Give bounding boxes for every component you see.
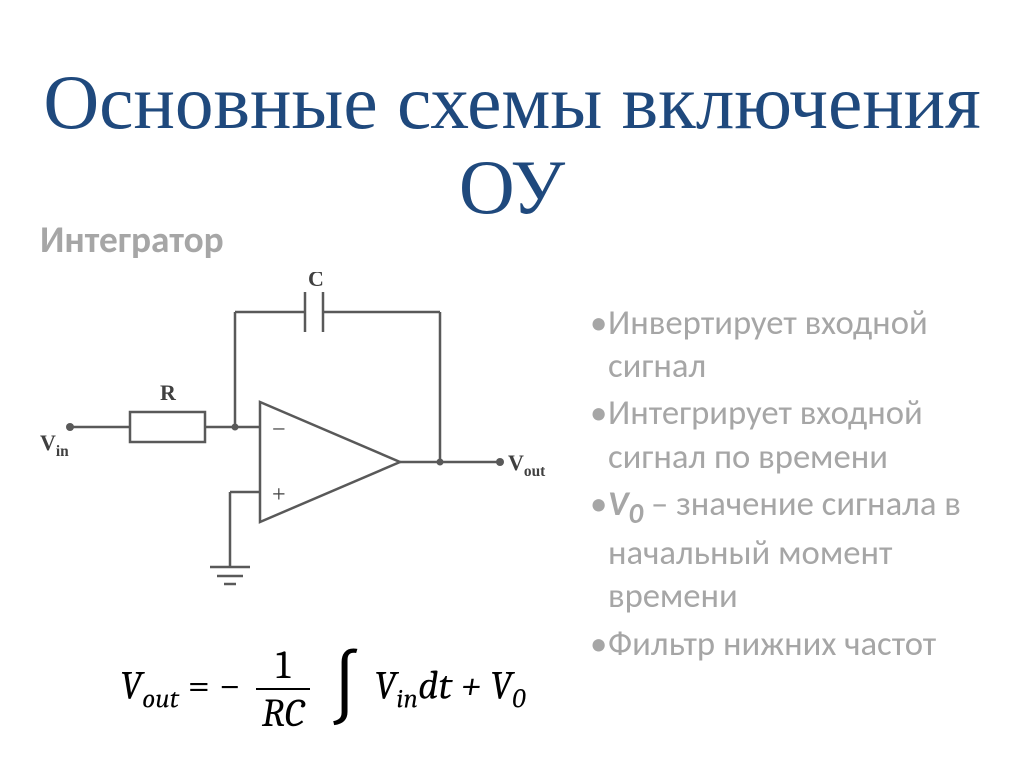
- integral-icon: ∫: [329, 658, 361, 719]
- vout-sub: out: [524, 463, 546, 480]
- plus-label: +: [272, 481, 286, 508]
- vin-label: Vin: [40, 430, 69, 460]
- formula-den: RC: [256, 690, 311, 736]
- vout-label: Vout: [508, 450, 546, 480]
- vout-V: V: [508, 450, 524, 475]
- node-fb-junction: [232, 423, 239, 430]
- page-title: Основные схемы включения ОУ: [0, 52, 1024, 230]
- capacitor-label: C: [308, 272, 324, 291]
- formula-V0-0: 0: [512, 683, 525, 714]
- minus-label: −: [272, 416, 286, 443]
- bullet-item-0: Инвертирует входной сигнал: [590, 302, 990, 389]
- resistor-label: R: [160, 380, 177, 405]
- integrator-circuit-svg: − + R C: [40, 272, 560, 612]
- formula-V1: V: [120, 662, 142, 708]
- bullet-text-1: Интегрирует входной сигнал по времени: [608, 392, 923, 477]
- bullet-prefix-V: V: [608, 483, 629, 525]
- circuit-diagram: − + R C: [40, 272, 560, 612]
- formula-num: 1: [256, 642, 311, 690]
- formula-dt: dt +: [418, 662, 490, 708]
- bullet-text-3: Фильтр нижних частот: [608, 623, 936, 665]
- bullet-prefix-sub: 0: [629, 496, 644, 531]
- right-column: Инвертирует входной сигнал Интегрирует в…: [590, 302, 990, 670]
- subtitle-text: Интегратор: [40, 217, 224, 263]
- node-out-junction: [437, 458, 444, 465]
- formula: Vout = − 1 RC ∫ Vindt + V0: [120, 642, 525, 736]
- bullet-prefix-2: V0: [608, 483, 643, 525]
- title-text: Основные схемы включения ОУ: [43, 59, 980, 230]
- subtitle: Интегратор: [40, 217, 224, 263]
- bullet-text-0: Инвертирует входной сигнал: [608, 302, 928, 387]
- resistor: [130, 412, 205, 442]
- bullet-item-2: V0 – значение сигнала в начальный момент…: [590, 483, 990, 619]
- vin-V: V: [40, 430, 56, 455]
- formula-out: out: [142, 683, 179, 714]
- bullet-item-1: Интегрирует входной сигнал по времени: [590, 392, 990, 479]
- formula-eq: = −: [188, 662, 241, 708]
- bullet-item-3: Фильтр нижних частот: [590, 623, 990, 666]
- left-column: − + R C: [40, 272, 560, 612]
- bullet-list: Инвертирует входной сигнал Интегрирует в…: [590, 302, 990, 666]
- formula-frac: 1 RC: [256, 642, 311, 736]
- formula-V0V: V: [490, 662, 512, 708]
- node-vout: [496, 458, 504, 466]
- formula-den-C: C: [284, 690, 304, 736]
- formula-V2: V: [374, 662, 396, 708]
- formula-den-R: R: [262, 690, 285, 736]
- formula-in: in: [396, 683, 418, 714]
- bullet-text-2: – значение сигнала в начальный момент вр…: [608, 483, 961, 617]
- slide: Основные схемы включения ОУ Интегратор −…: [0, 52, 1024, 767]
- node-vin: [66, 423, 74, 431]
- vin-sub: in: [56, 443, 69, 460]
